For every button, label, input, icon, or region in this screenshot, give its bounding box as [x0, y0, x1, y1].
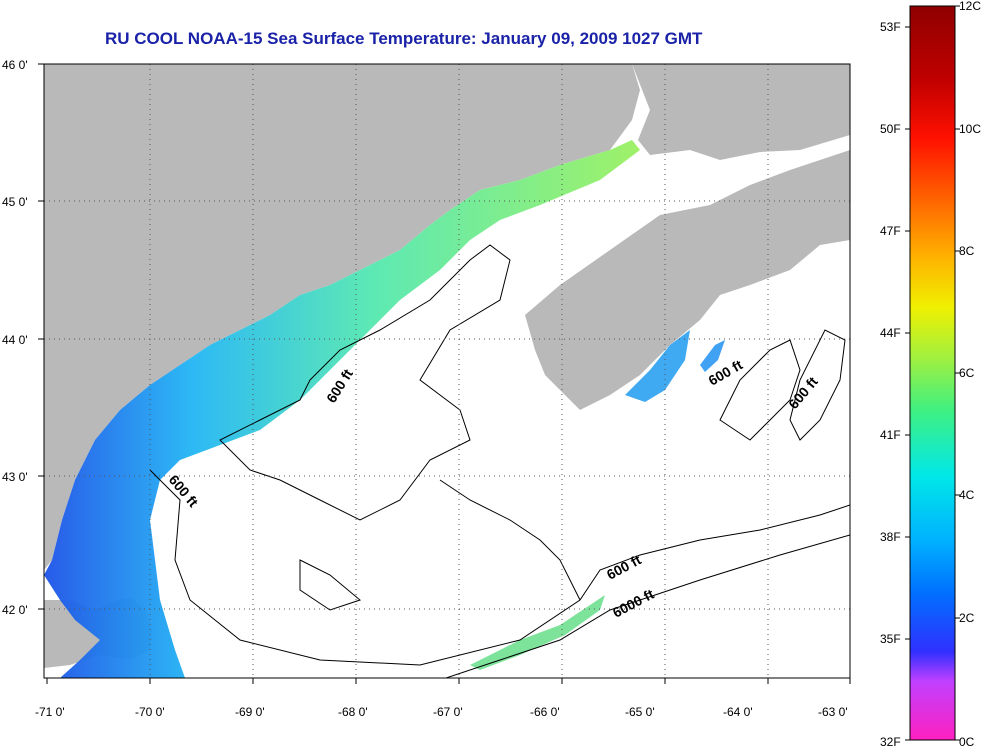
land-new-brunswick [632, 64, 850, 160]
sst-coastal-band [44, 140, 640, 678]
frame-ticks [38, 63, 851, 684]
colorbar-c-label: 2C [959, 611, 975, 625]
colorbar-c-label: 10C [959, 122, 981, 136]
colorbar-f-label: 41F [880, 428, 901, 442]
longitude-axis: -71 0' -70 0' -69 0' -68 0' -67 0' -66 0… [35, 705, 848, 719]
colorbar-c-label: 8C [959, 244, 975, 258]
map-title: RU COOL NOAA-15 Sea Surface Temperature:… [105, 29, 703, 48]
colorbar-f-label: 53F [880, 20, 901, 34]
lon-tick-label: -67 0' [433, 705, 463, 719]
bathymetry-contours [149, 244, 850, 678]
colorbar-gradient [909, 5, 956, 741]
colorbar-c-label: 12C [959, 0, 981, 13]
colorbar-c-label: 6C [959, 366, 975, 380]
sst-nova-scotia-patch [625, 330, 690, 402]
map-frame [43, 63, 851, 679]
lat-tick-label: 46 0' [2, 58, 28, 72]
colorbar-f-label: 47F [880, 224, 901, 238]
lat-tick-label: 43 0' [2, 470, 28, 484]
sst-offshore-streak [470, 595, 605, 670]
colorbar-f-label: 44F [880, 326, 901, 340]
lon-tick-label: -63 0' [818, 705, 848, 719]
colorbar-f-label: 35F [880, 632, 901, 646]
land-nova-scotia [525, 150, 850, 410]
sst-patch-east [700, 340, 725, 372]
colorbar-f-label: 32F [880, 735, 901, 749]
colorbar-c-label: 0C [959, 735, 975, 749]
colorbar-c-label: 4C [959, 488, 975, 502]
lon-tick-label: -70 0' [135, 705, 165, 719]
lat-tick-label: 42 0' [2, 603, 28, 617]
lon-tick-label: -65 0' [625, 705, 655, 719]
lat-tick-label: 44 0' [2, 333, 28, 347]
latitude-axis: 46 0' 45 0' 44 0' 43 0' 42 0' [2, 58, 28, 617]
map-area [44, 64, 850, 678]
lon-tick-label: -71 0' [35, 705, 65, 719]
temperature-colorbar: 53F 50F 47F 44F 41F 38F 35F 32F 12C 10C … [880, 0, 981, 749]
lat-tick-label: 45 0' [2, 195, 28, 209]
colorbar-f-label: 50F [880, 122, 901, 136]
lon-tick-label: -68 0' [338, 705, 368, 719]
land-mainland [44, 64, 640, 570]
colorbar-f-label: 38F [880, 530, 901, 544]
lon-tick-label: -69 0' [235, 705, 265, 719]
lon-tick-label: -66 0' [530, 705, 560, 719]
lon-tick-label: -64 0' [723, 705, 753, 719]
